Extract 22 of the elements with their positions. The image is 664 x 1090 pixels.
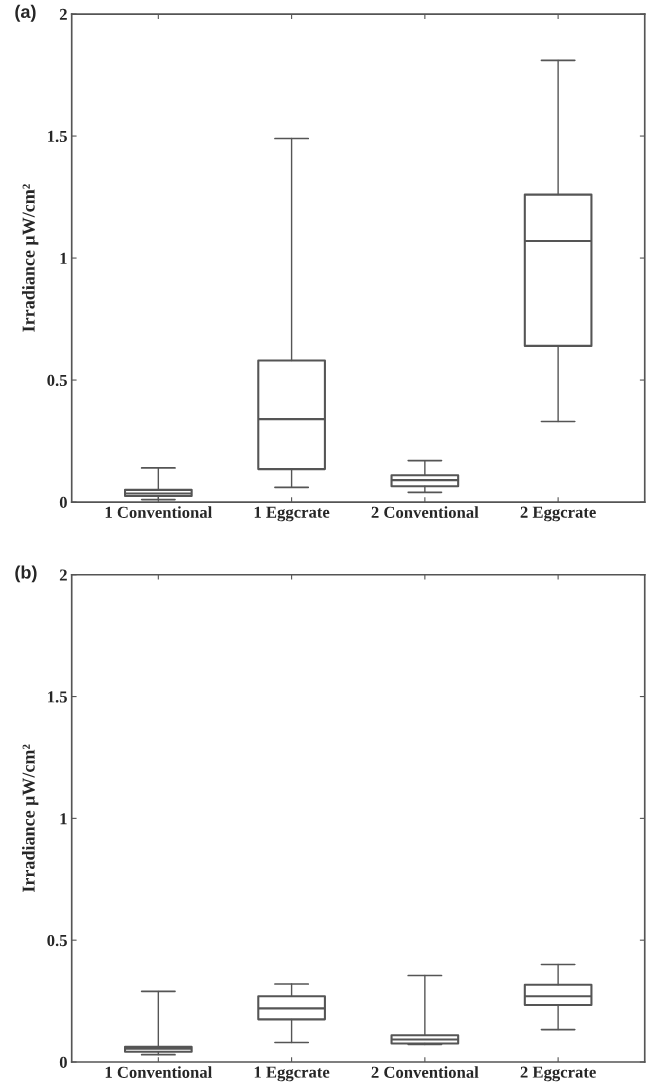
x-tick-label: 2 Conventional xyxy=(371,506,479,518)
y-tick-label: 1.5 xyxy=(48,691,67,703)
y-tick-label: 0 xyxy=(59,1056,67,1068)
y-tick-label: 1.5 xyxy=(48,130,67,143)
y-tick-label: 0.5 xyxy=(47,374,67,387)
x-tick-label: 1 Conventional xyxy=(105,506,212,518)
x-tick-label: 1 Conventional xyxy=(105,1066,212,1078)
chart-title: (a) xyxy=(15,4,36,22)
y-tick-label: 0.5 xyxy=(47,934,67,947)
y-tick-label: 1 xyxy=(60,252,67,264)
y-axis-title: Irradiance μW/cm² xyxy=(22,184,39,332)
x-tick-label: 1 Eggcrate xyxy=(254,1066,330,1082)
chart-title: (b) xyxy=(15,565,37,583)
y-tick-label: 0 xyxy=(59,496,67,508)
y-axis-title: Irradiance μW/cm² xyxy=(22,744,39,893)
x-tick-label: 2 Eggcrate xyxy=(520,506,596,522)
y-tick-label: 1 xyxy=(60,813,67,825)
x-tick-label: 2 Conventional xyxy=(371,1066,479,1078)
x-tick-label: 2 Eggcrate xyxy=(520,1066,596,1082)
x-tick-label: 1 Eggcrate xyxy=(254,506,330,522)
y-tick-label: 2 xyxy=(59,569,67,581)
y-tick-label: 2 xyxy=(59,8,67,20)
